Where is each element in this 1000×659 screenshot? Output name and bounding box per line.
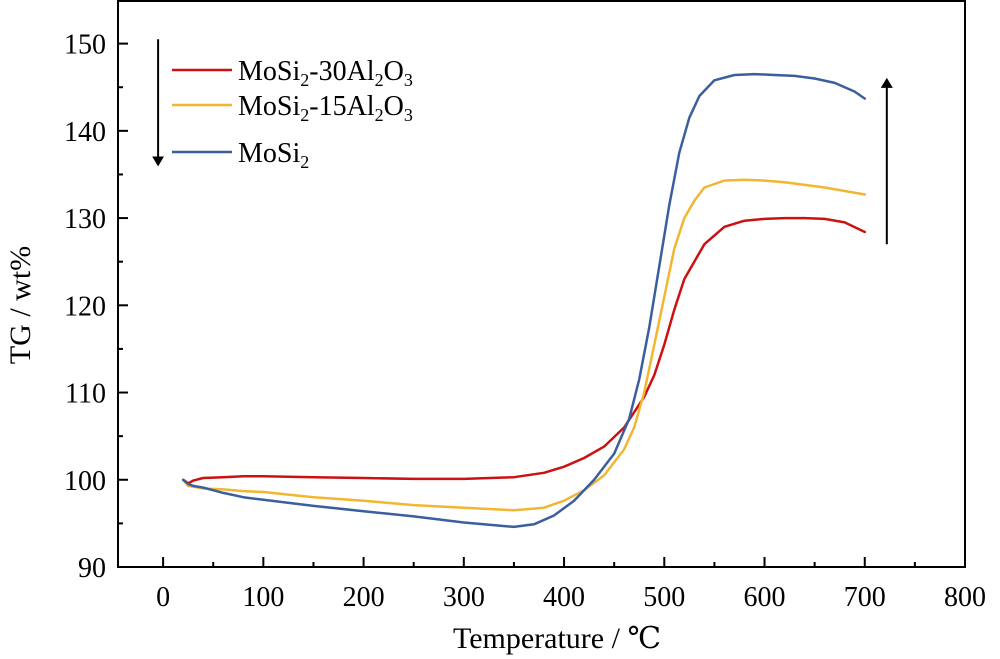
y-axis-ticks: 90 100 110 120 130 140 150 <box>64 30 128 584</box>
plot-frame <box>117 0 966 568</box>
legend-label: MoSi2-15Al2O3 <box>238 91 413 125</box>
y-tick-label: 140 <box>64 117 106 148</box>
y-tick-label: 100 <box>64 466 106 497</box>
x-axis-ticks: 0 100 200 300 400 500 600 700 800 <box>156 557 986 613</box>
series-layer <box>181 72 867 529</box>
annotations <box>152 39 893 245</box>
x-tick-label: 300 <box>443 582 485 613</box>
series-line-MoSi2 <box>181 72 867 529</box>
legend-label: MoSi2 <box>238 138 309 172</box>
y-tick-label: 90 <box>78 553 106 584</box>
legend-label: MoSi2-30Al2O3 <box>238 56 413 90</box>
x-tick-label: 600 <box>744 582 786 613</box>
series-line-MoSi2-15Al2O3 <box>181 178 867 512</box>
x-axis-title: Temperature / ℃ <box>453 622 661 655</box>
plot-border <box>117 0 966 568</box>
y-axis-title: TG / wt% <box>4 246 37 364</box>
y-tick-label: 130 <box>64 204 106 235</box>
series-line-MoSi2-30Al2O3 <box>181 216 867 485</box>
x-tick-label: 500 <box>643 582 685 613</box>
y-tick-label: 110 <box>65 379 106 410</box>
x-tick-label: 700 <box>844 582 886 613</box>
y-tick-label: 150 <box>64 30 106 61</box>
x-tick-label: 200 <box>343 582 385 613</box>
x-tick-label: 100 <box>242 582 284 613</box>
x-tick-label: 0 <box>156 582 170 613</box>
x-tick-label: 800 <box>944 582 986 613</box>
y-tick-label: 120 <box>64 291 106 322</box>
x-tick-label: 400 <box>543 582 585 613</box>
